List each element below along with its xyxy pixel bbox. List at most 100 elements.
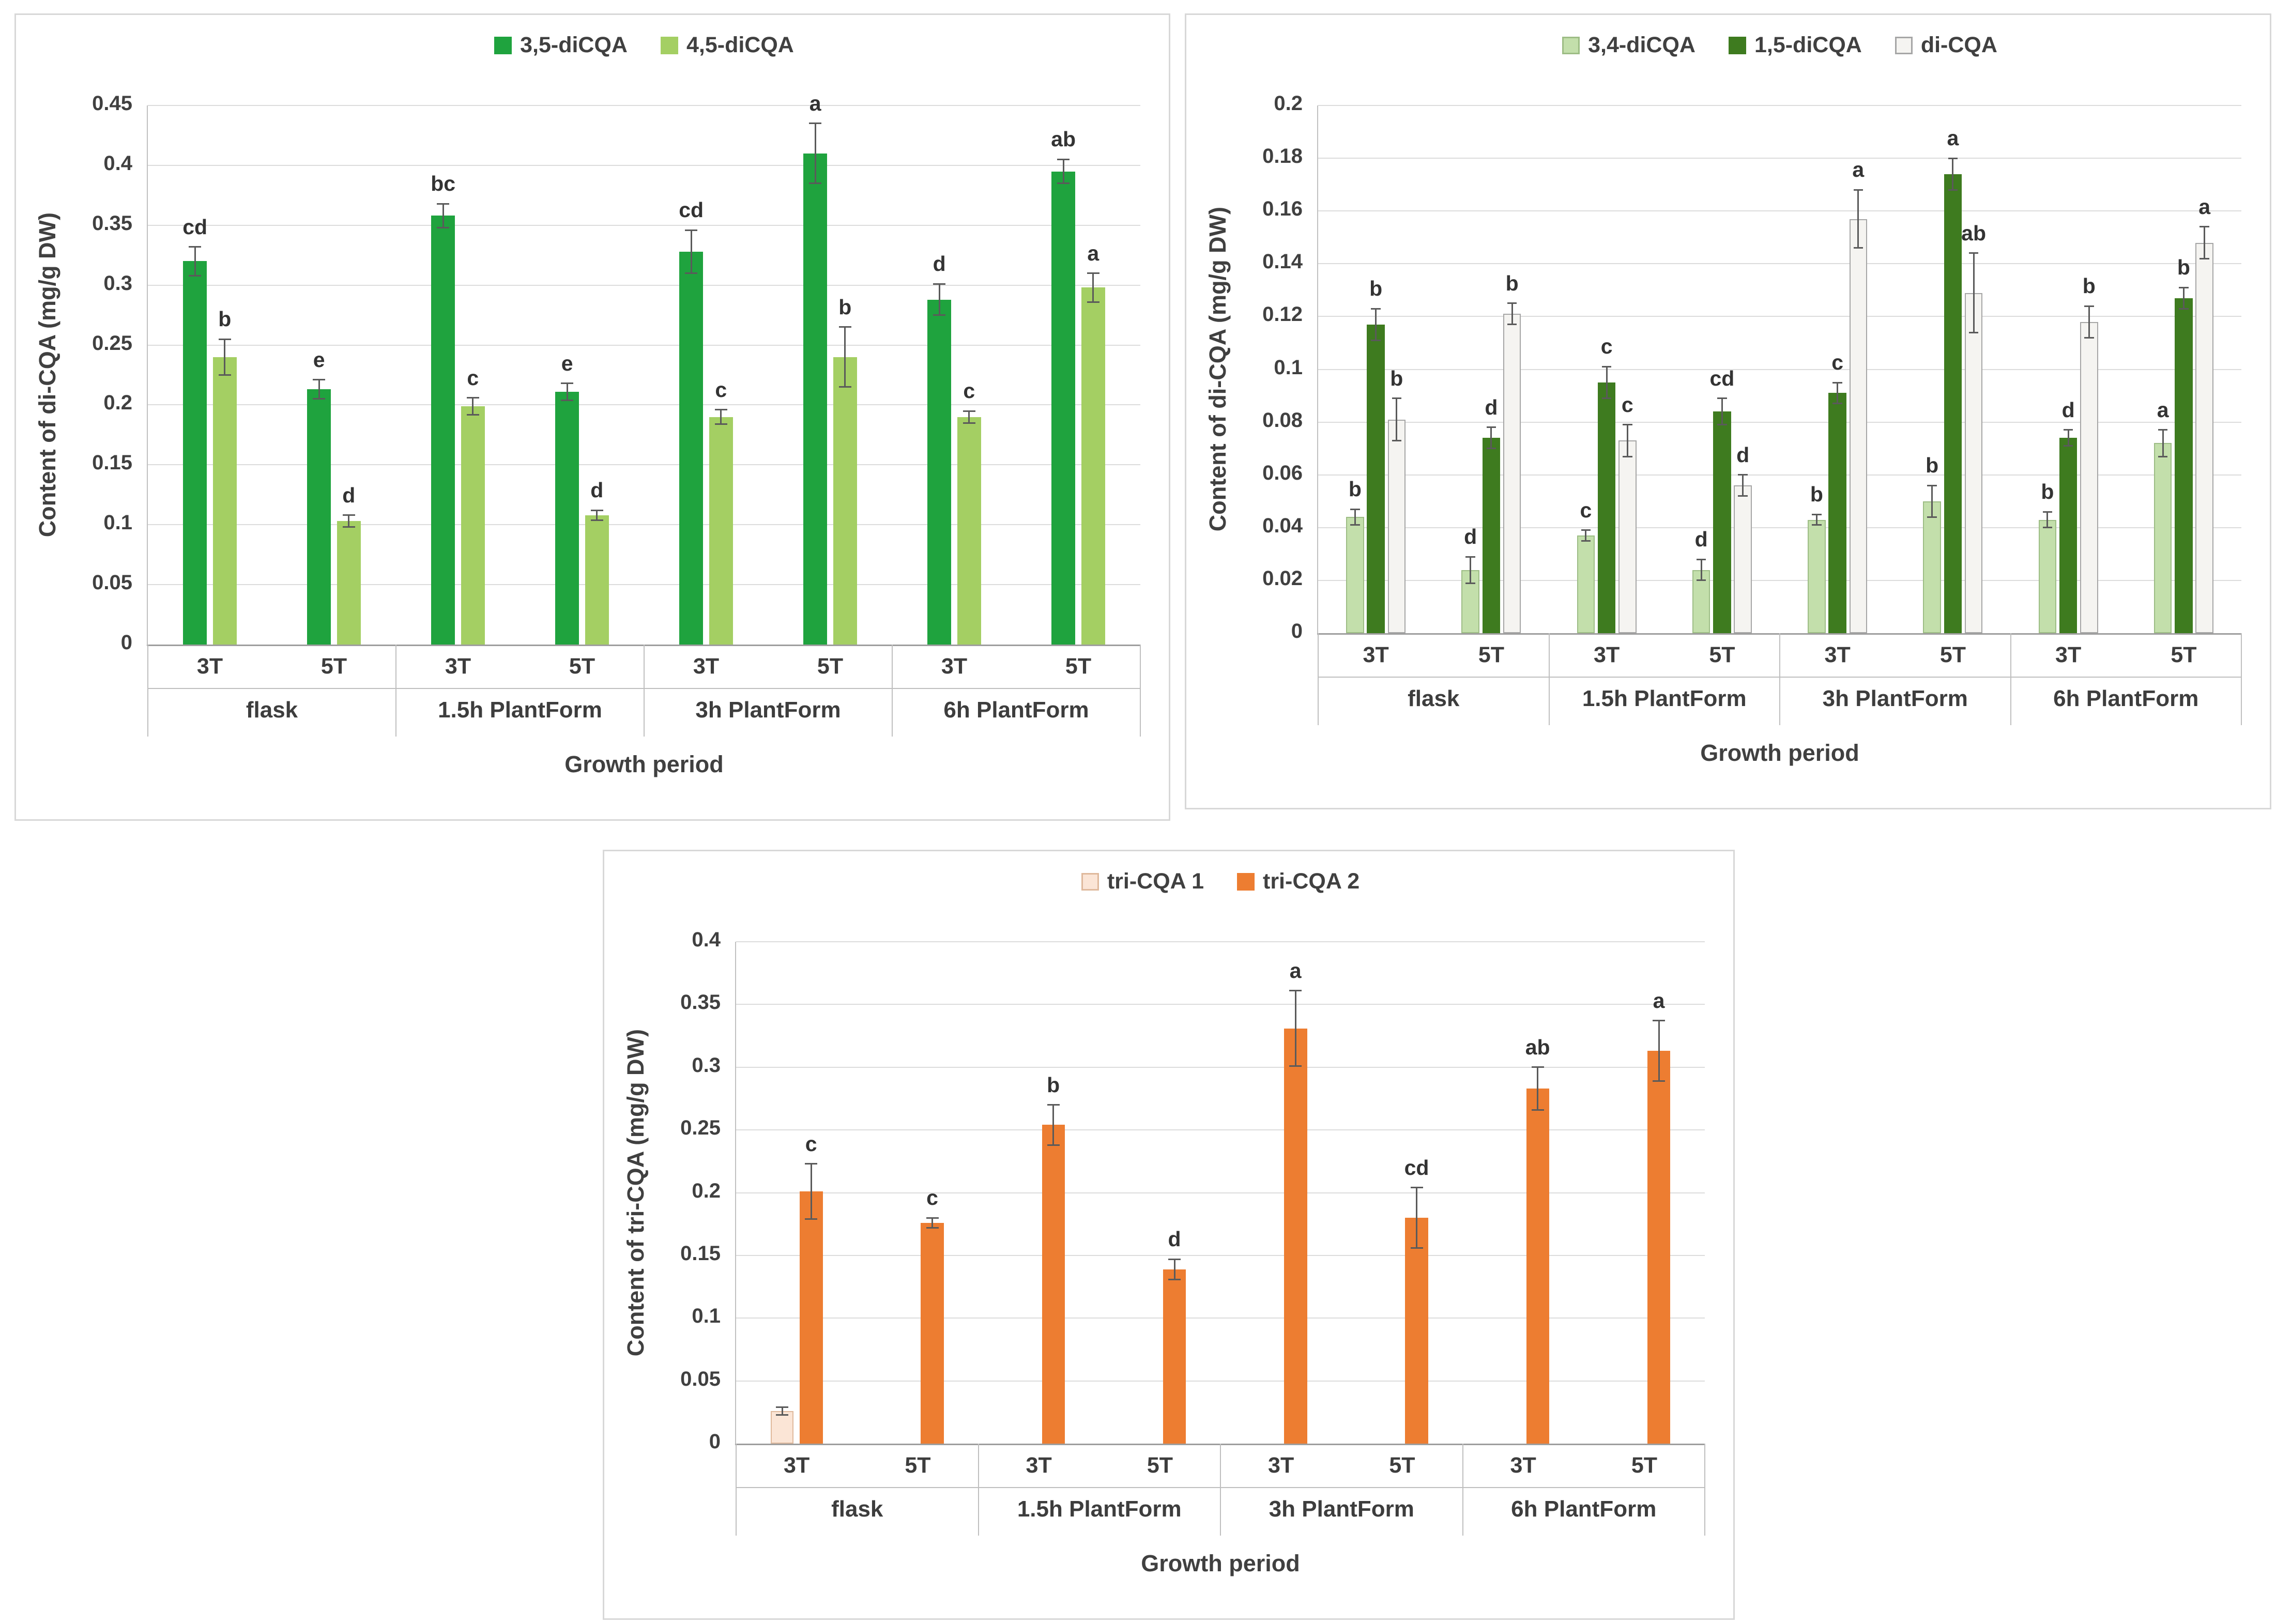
error-bar-cap bbox=[1168, 1278, 1181, 1280]
error-bar bbox=[596, 510, 598, 520]
y-axis-line bbox=[147, 105, 148, 645]
error-bar-cap bbox=[776, 1414, 788, 1416]
bar bbox=[1808, 519, 1826, 633]
y-tick-label: 0.12 bbox=[1262, 303, 1303, 326]
sig-letter: b bbox=[2041, 480, 2054, 504]
error-bar bbox=[2088, 306, 2090, 338]
sig-letter: a bbox=[2157, 397, 2169, 422]
error-bar-cap bbox=[1832, 381, 1842, 384]
bar bbox=[921, 1222, 944, 1444]
legend-item: 3,5-diCQA bbox=[494, 33, 628, 58]
error-bar-cap bbox=[1289, 1065, 1302, 1067]
gridline bbox=[148, 464, 1140, 466]
bar bbox=[555, 391, 579, 645]
error-bar bbox=[1857, 190, 1859, 248]
bar bbox=[1618, 440, 1637, 633]
error-bar-cap bbox=[1927, 484, 1937, 486]
bar bbox=[2038, 519, 2057, 633]
error-bar-cap bbox=[2158, 455, 2168, 457]
error-bar-cap bbox=[1812, 513, 1822, 515]
sig-letter: c bbox=[467, 365, 479, 390]
error-bar-cap bbox=[1581, 529, 1591, 531]
error-bar-cap bbox=[1948, 189, 1958, 191]
error-bar bbox=[1396, 398, 1398, 441]
sig-letter: d bbox=[342, 483, 356, 507]
legend: tri-CQA 1 tri-CQA 2 bbox=[736, 869, 1705, 894]
sig-letter: d bbox=[1485, 395, 1498, 419]
error-bar bbox=[720, 409, 722, 424]
sig-letter: c bbox=[1831, 350, 1843, 374]
error-bar-cap bbox=[1738, 495, 1748, 497]
gridline bbox=[736, 1004, 1705, 1005]
gridline bbox=[148, 344, 1140, 346]
error-bar bbox=[690, 230, 692, 273]
error-bar-cap bbox=[808, 182, 822, 185]
error-bar-cap bbox=[1168, 1258, 1181, 1260]
error-bar-cap bbox=[1623, 455, 1632, 457]
sig-letter: bc bbox=[431, 172, 456, 196]
bar bbox=[1163, 1269, 1186, 1444]
x-tick-label: 5T bbox=[1147, 1453, 1173, 1478]
x-group-label: 1.5h PlantForm bbox=[438, 697, 602, 723]
y-axis-line bbox=[735, 942, 736, 1444]
sig-letter: c bbox=[926, 1186, 938, 1209]
y-tick-label: 0.4 bbox=[103, 151, 132, 175]
error-bar-cap bbox=[1486, 426, 1496, 428]
sig-letter: b bbox=[1047, 1073, 1060, 1097]
x-tick-label: 3T bbox=[1510, 1453, 1536, 1478]
x-tick-label: 5T bbox=[1478, 642, 1505, 667]
bar bbox=[957, 417, 981, 645]
sig-letter: d bbox=[1168, 1227, 1181, 1251]
error-bar-cap bbox=[1853, 189, 1863, 191]
bar bbox=[585, 515, 609, 645]
legend-swatch-icon bbox=[661, 36, 678, 54]
sig-letter: cd bbox=[1709, 366, 1735, 390]
gridline bbox=[1318, 263, 2241, 265]
y-tick-label: 0.3 bbox=[103, 271, 132, 295]
error-bar-cap bbox=[1465, 556, 1475, 558]
legend-swatch-icon bbox=[1081, 872, 1099, 891]
x-group-label: flask bbox=[831, 1496, 883, 1522]
sig-letter: d bbox=[2061, 397, 2075, 422]
bar bbox=[1713, 411, 1731, 633]
error-bar-cap bbox=[1350, 524, 1360, 526]
error-bar-cap bbox=[1410, 1247, 1423, 1249]
legend-label: 3,5-diCQA bbox=[520, 33, 628, 57]
error-bar bbox=[844, 327, 846, 387]
error-bar-cap bbox=[1968, 252, 1979, 254]
error-bar-cap bbox=[1465, 582, 1475, 584]
bar bbox=[1346, 517, 1364, 633]
error-bar-cap bbox=[1507, 302, 1517, 304]
y-tick-label: 0 bbox=[120, 631, 132, 654]
error-bar bbox=[2067, 430, 2069, 446]
bar bbox=[461, 406, 485, 645]
error-bar-cap bbox=[933, 314, 946, 316]
bar bbox=[1923, 501, 1941, 634]
error-bar bbox=[348, 515, 350, 527]
x-axis-title: Growth period bbox=[1141, 1550, 1300, 1576]
sig-letter: d bbox=[590, 478, 604, 502]
error-bar-cap bbox=[2042, 511, 2053, 513]
sig-letter: b bbox=[838, 295, 852, 319]
error-bar bbox=[1606, 366, 1608, 399]
x-tick-label: 3T bbox=[1268, 1453, 1294, 1478]
bar bbox=[1828, 393, 1846, 633]
error-bar-cap bbox=[342, 526, 356, 528]
error-bar-cap bbox=[590, 519, 604, 521]
error-bar-cap bbox=[2199, 257, 2209, 259]
gridline bbox=[148, 404, 1140, 406]
y-tick-label: 0.08 bbox=[1262, 408, 1303, 432]
error-bar-cap bbox=[808, 122, 822, 125]
error-bar-cap bbox=[466, 413, 480, 416]
x-tick-label: 5T bbox=[569, 654, 595, 679]
bar bbox=[1964, 293, 1983, 633]
axis-separator bbox=[1140, 645, 1141, 737]
gridline bbox=[736, 1317, 1705, 1319]
error-bar bbox=[1092, 273, 1094, 302]
error-bar-cap bbox=[776, 1406, 788, 1408]
bar bbox=[2059, 438, 2078, 633]
error-bar bbox=[1062, 159, 1064, 183]
legend-swatch-icon bbox=[1895, 36, 1913, 54]
x-group-label: flask bbox=[246, 697, 298, 723]
bar bbox=[1367, 324, 1385, 633]
